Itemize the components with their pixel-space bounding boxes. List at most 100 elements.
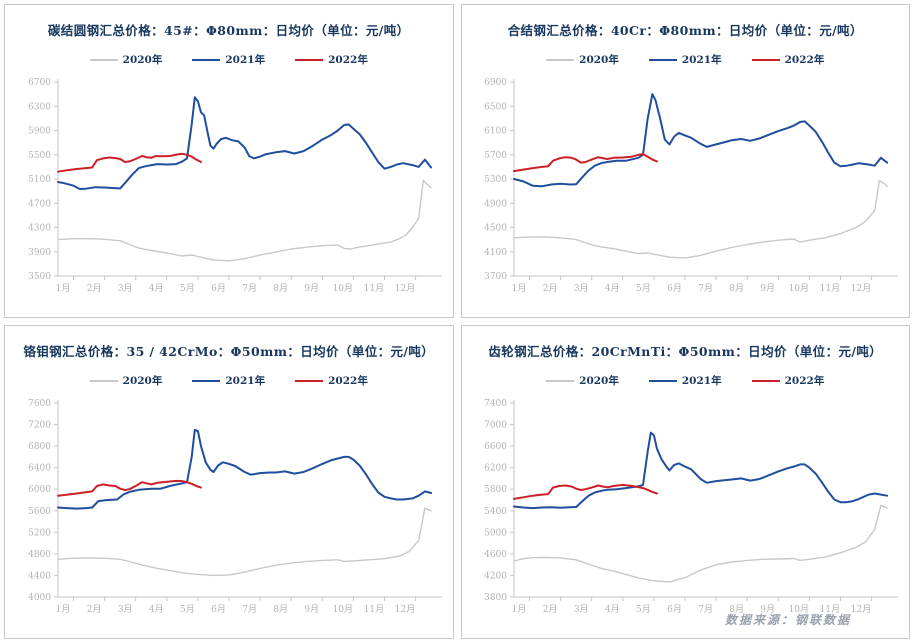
chart-title: 铬钼钢汇总价格：35 / 42CrMo：Φ50mm：日均价（单位：元/吨） <box>23 344 435 359</box>
svg-text:4100: 4100 <box>484 248 507 258</box>
legend-line-2021-icon <box>192 379 221 382</box>
data-source-note: 数据来源：钢联数据 <box>724 613 851 627</box>
legend-label-2021: 2021年 <box>681 375 722 387</box>
chart-title: 合结钢汇总价格：40Cr：Φ80mm：日均价（单位：元/吨） <box>507 23 863 38</box>
chart-legend: 2020年 2021年 2022年 <box>5 52 453 67</box>
svg-text:11月: 11月 <box>363 283 383 294</box>
svg-text:4000: 4000 <box>28 593 51 603</box>
legend-item-2020: 2020年 <box>89 52 162 67</box>
svg-text:12月: 12月 <box>851 283 871 294</box>
svg-text:12月: 12月 <box>851 604 871 615</box>
legend-line-2020-icon <box>546 58 575 61</box>
legend-line-2021-icon <box>192 58 221 61</box>
legend-item-2021: 2021年 <box>648 52 722 67</box>
legend-label-2021: 2021年 <box>225 54 266 66</box>
legend-item-2021: 2021年 <box>192 373 265 388</box>
svg-text:3500: 3500 <box>28 272 51 282</box>
svg-text:2月: 2月 <box>543 604 558 615</box>
legend-line-2022-icon <box>751 379 780 382</box>
legend-item-2021: 2021年 <box>648 373 722 388</box>
svg-text:8月: 8月 <box>273 604 288 615</box>
svg-text:10月: 10月 <box>332 604 352 615</box>
svg-text:5600: 5600 <box>28 507 51 517</box>
svg-text:7月: 7月 <box>698 604 713 615</box>
svg-text:10月: 10月 <box>789 604 809 615</box>
chart-panel-crmo-steel-42crmo: 铬钼钢汇总价格：35 / 42CrMo：Φ50mm：日均价（单位：元/吨） 20… <box>4 325 454 639</box>
svg-text:3月: 3月 <box>118 604 133 615</box>
svg-text:3月: 3月 <box>574 283 589 294</box>
svg-text:5900: 5900 <box>28 127 51 137</box>
svg-text:7月: 7月 <box>698 283 713 294</box>
svg-text:4月: 4月 <box>605 604 620 615</box>
svg-text:5700: 5700 <box>484 151 507 161</box>
chart-legend: 2020年 2021年 2022年 <box>5 373 453 388</box>
svg-text:6100: 6100 <box>484 127 507 137</box>
legend-item-2022: 2022年 <box>751 52 825 67</box>
svg-text:6500: 6500 <box>484 102 507 112</box>
svg-text:2月: 2月 <box>86 604 101 615</box>
chart-panel-carbon-steel-45: 碳结圆钢汇总价格：45#：Φ80mm：日均价（单位：元/吨） 2020年 202… <box>4 4 454 318</box>
svg-text:4600: 4600 <box>484 550 507 560</box>
svg-text:5000: 5000 <box>484 528 507 538</box>
svg-text:8月: 8月 <box>273 283 288 294</box>
svg-text:4500: 4500 <box>484 224 507 234</box>
svg-text:7600: 7600 <box>28 399 51 409</box>
svg-text:5月: 5月 <box>636 283 651 294</box>
svg-text:4800: 4800 <box>28 550 51 560</box>
svg-text:8月: 8月 <box>730 283 745 294</box>
legend-line-2020-icon <box>89 379 118 382</box>
chart-panel-gear-steel-20crmnti: 齿轮钢汇总价格：20CrMnTi：Φ50mm：日均价（单位：元/吨） 2020年… <box>460 325 910 639</box>
svg-text:5100: 5100 <box>28 175 51 185</box>
legend-label-2022: 2022年 <box>328 54 368 66</box>
svg-text:11月: 11月 <box>820 604 840 615</box>
svg-text:3900: 3900 <box>28 248 51 258</box>
legend-item-2022: 2022年 <box>295 52 368 67</box>
legend-line-2020-icon <box>89 58 118 61</box>
svg-text:10月: 10月 <box>789 283 809 294</box>
svg-text:9月: 9月 <box>304 604 319 615</box>
svg-text:4月: 4月 <box>149 283 164 294</box>
svg-text:3月: 3月 <box>574 604 589 615</box>
legend-item-2020: 2020年 <box>546 373 619 388</box>
svg-text:9月: 9月 <box>761 283 776 294</box>
svg-text:5300: 5300 <box>484 175 507 185</box>
svg-text:1月: 1月 <box>55 283 70 294</box>
svg-text:4400: 4400 <box>28 571 51 581</box>
svg-text:3月: 3月 <box>118 283 133 294</box>
svg-text:7000: 7000 <box>484 421 507 431</box>
svg-text:5400: 5400 <box>484 507 507 517</box>
legend-line-2022-icon <box>295 58 324 61</box>
svg-text:6300: 6300 <box>28 102 51 112</box>
svg-text:1月: 1月 <box>512 283 527 294</box>
chart-legend: 2020年 2021年 2022年 <box>462 52 910 67</box>
svg-text:4700: 4700 <box>28 199 51 209</box>
legend-line-2021-icon <box>648 58 677 61</box>
chart-canvas-crmo-steel: 7600 7200 6800 6400 6000 5600 5200 4800 4400 4000… <box>28 399 442 615</box>
svg-text:6月: 6月 <box>667 283 682 294</box>
svg-text:4200: 4200 <box>484 571 507 581</box>
svg-text:3800: 3800 <box>484 593 507 603</box>
legend-line-2022-icon <box>295 379 324 382</box>
svg-text:6600: 6600 <box>484 442 507 452</box>
svg-text:7月: 7月 <box>242 283 257 294</box>
svg-text:7月: 7月 <box>242 604 257 615</box>
svg-text:9月: 9月 <box>304 283 319 294</box>
legend-line-2020-icon <box>546 379 575 382</box>
svg-text:7400: 7400 <box>484 399 507 409</box>
legend-label-2020: 2020年 <box>579 375 619 387</box>
svg-text:6700: 6700 <box>28 78 51 88</box>
legend-item-2020: 2020年 <box>89 373 162 388</box>
svg-text:4300: 4300 <box>28 224 51 234</box>
chart-canvas-alloy-steel: 6900 6500 6100 5700 5300 4900 4500 4100 3700 1月 2月… <box>484 78 899 294</box>
legend-label-2021: 2021年 <box>225 375 266 387</box>
svg-text:12月: 12月 <box>395 283 415 294</box>
legend-label-2022: 2022年 <box>784 375 825 387</box>
svg-text:1月: 1月 <box>512 604 527 615</box>
svg-text:11月: 11月 <box>820 283 840 294</box>
legend-label-2022: 2022年 <box>784 54 825 66</box>
chart-title: 碳结圆钢汇总价格：45#：Φ80mm：日均价（单位：元/吨） <box>47 23 410 38</box>
svg-text:4月: 4月 <box>149 604 164 615</box>
chart-legend: 2020年 2021年 2022年 <box>462 373 910 388</box>
svg-text:4900: 4900 <box>484 199 507 209</box>
chart-panel-alloy-steel-40cr: 合结钢汇总价格：40Cr：Φ80mm：日均价（单位：元/吨） 2020年 202… <box>460 4 910 318</box>
